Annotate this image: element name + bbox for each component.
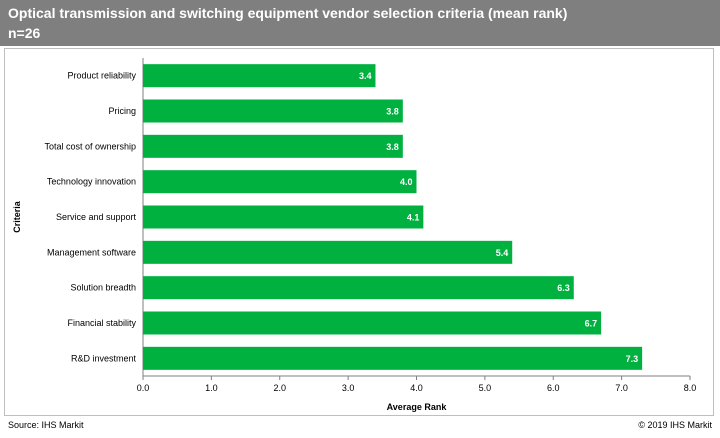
bar	[143, 170, 417, 194]
x-tick-label: 4.0	[410, 383, 423, 393]
chart-subtitle: n=26	[8, 25, 41, 41]
data-label: 3.8	[386, 107, 399, 117]
chart-header: Optical transmission and switching equip…	[0, 0, 720, 46]
x-tick-label: 6.0	[547, 383, 560, 393]
x-tick-label: 5.0	[479, 383, 492, 393]
data-label: 3.8	[386, 142, 399, 152]
category-label: Financial stability	[67, 318, 136, 328]
x-tick-label: 1.0	[205, 383, 218, 393]
bar	[143, 276, 574, 300]
category-label: R&D investment	[71, 353, 137, 363]
data-label: 6.7	[585, 319, 598, 329]
source-note: Source: IHS Markit	[8, 420, 84, 430]
category-label: Technology innovation	[47, 177, 136, 187]
bar	[143, 134, 403, 158]
bar	[143, 346, 643, 370]
data-label: 6.3	[557, 283, 570, 293]
data-label: 4.0	[400, 177, 413, 187]
category-label: Pricing	[108, 106, 136, 116]
copyright-note: © 2019 IHS Markit	[638, 420, 712, 430]
category-label: Product reliability	[67, 71, 136, 81]
chart-title: Optical transmission and switching equip…	[8, 5, 568, 21]
bar	[143, 64, 376, 88]
x-tick-label: 0.0	[137, 383, 150, 393]
data-label: 4.1	[407, 213, 420, 223]
bar	[143, 99, 403, 123]
data-label: 7.3	[626, 354, 639, 364]
data-label: 3.4	[359, 71, 372, 81]
x-tick-label: 2.0	[273, 383, 286, 393]
category-label: Total cost of ownership	[44, 141, 136, 151]
x-axis-title: Average Rank	[387, 402, 448, 412]
x-tick-label: 3.0	[342, 383, 355, 393]
x-tick-label: 8.0	[684, 383, 697, 393]
data-label: 5.4	[496, 248, 509, 258]
category-label: Service and support	[56, 212, 137, 222]
y-axis-title: Criteria	[12, 200, 22, 233]
bar	[143, 240, 513, 264]
bar	[143, 205, 424, 229]
x-tick-label: 7.0	[615, 383, 628, 393]
category-label: Solution breadth	[70, 283, 136, 293]
chart-frame	[4, 48, 714, 416]
category-label: Management software	[47, 247, 136, 257]
bar	[143, 311, 602, 335]
